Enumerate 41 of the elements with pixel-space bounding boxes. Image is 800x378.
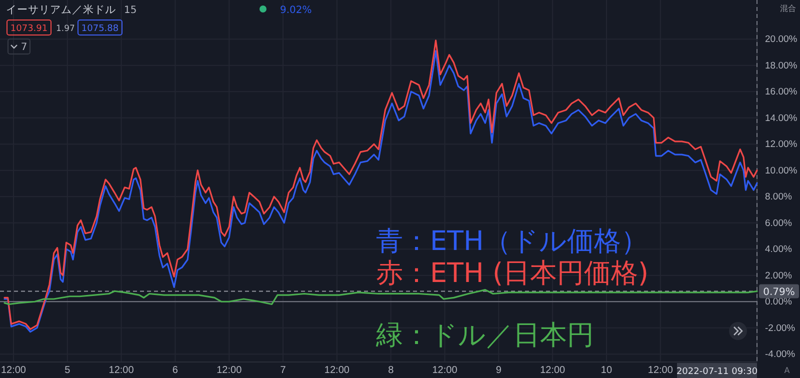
- text: 15: [124, 5, 137, 16]
- text: 赤：ETH (日本円価格): [376, 258, 649, 289]
- line-series: [4, 289, 758, 306]
- y-tick-label: 20.00%: [765, 34, 798, 46]
- annotation: 7: [20, 42, 28, 53]
- y-tick-label: 0.00%: [765, 296, 792, 308]
- x-tick-label: 7: [280, 365, 286, 376]
- y-tick-label: 14.00%: [765, 112, 798, 124]
- y-tick-label: 4.00%: [765, 244, 792, 256]
- text: A: [784, 366, 790, 375]
- x-tick-label: 9: [496, 365, 502, 376]
- y-tick-label: 2.00%: [765, 270, 792, 282]
- x-tick-label: 12:00: [216, 365, 242, 376]
- x-tick-label: 12:00: [108, 365, 134, 376]
- y-tick-label: 16.00%: [765, 86, 798, 98]
- x-tick-label: 12:00: [432, 365, 458, 376]
- x-tick-label: 12:00: [0, 365, 26, 376]
- chart-title: イーサリアム／米ドル: [6, 3, 116, 16]
- ref-line-label: 2022-07-11 09:30: [676, 367, 758, 377]
- y-tick-label: 10.00%: [765, 165, 798, 176]
- x-tick-label: 12:00: [648, 365, 674, 376]
- x-tick-label: 8: [388, 365, 394, 376]
- x-tick-label: 12:00: [540, 365, 566, 376]
- y-tick-label: -4.00%: [765, 349, 796, 360]
- x-tick-label: 10: [600, 365, 612, 376]
- y-tick-label: -2.00%: [765, 322, 796, 334]
- x-tick-label: 5: [64, 365, 71, 376]
- annotation: 1075.88: [81, 24, 119, 34]
- y-tick-label: 18.00%: [765, 60, 798, 72]
- x-tick-label: 6: [172, 365, 178, 376]
- ref-line-label: 0.79%: [763, 287, 795, 298]
- text: 9.02%: [280, 5, 312, 16]
- y-tick-label: 8.00%: [765, 192, 792, 203]
- annotation: 1073.91: [10, 24, 48, 34]
- y-tick-label: 6.00%: [765, 218, 792, 229]
- series-label: 緑：ドル／日本円: [375, 320, 594, 351]
- text: 混合: [780, 4, 796, 13]
- series-label: 青：ETH（ドル価格）: [376, 226, 648, 257]
- y-tick-label: 12.00%: [765, 139, 798, 150]
- x-tick-label: 12:00: [324, 365, 350, 376]
- annotation: 1.97: [56, 24, 75, 34]
